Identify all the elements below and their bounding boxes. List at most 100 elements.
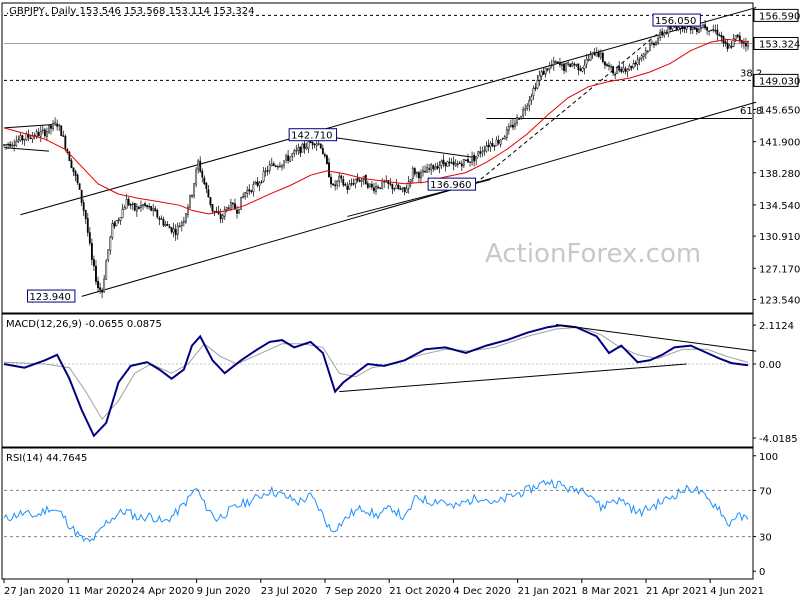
candle-body xyxy=(448,161,451,164)
candle-body xyxy=(524,108,527,111)
candle-body xyxy=(54,122,57,125)
candle-body xyxy=(612,66,615,74)
candle-body xyxy=(601,52,604,62)
candle-body xyxy=(99,287,101,290)
candle-body xyxy=(628,65,631,70)
candle-body xyxy=(745,42,747,47)
candle-body xyxy=(19,135,22,141)
candle-body xyxy=(344,183,347,186)
candle-body xyxy=(377,186,379,189)
candle-body xyxy=(274,165,277,167)
price-annotation-label: 136.960 xyxy=(430,180,471,191)
candle-body xyxy=(483,150,486,152)
macd-macd-resistance xyxy=(555,323,757,352)
candle-body xyxy=(330,176,332,185)
candle-body xyxy=(227,207,230,209)
candle-body xyxy=(403,186,406,192)
candle-body xyxy=(634,62,637,65)
candle-body xyxy=(236,209,238,214)
candle-body xyxy=(185,213,187,223)
candle-body xyxy=(283,160,285,166)
price-tag-box xyxy=(753,8,799,22)
price-y-label: 134.540 xyxy=(759,201,800,212)
candle-body xyxy=(142,204,144,207)
x-tick-label: 4 Dec 2020 xyxy=(453,586,511,597)
candle-body xyxy=(346,185,349,190)
rsi-line xyxy=(3,478,749,543)
candle-body xyxy=(213,210,216,213)
candle-body xyxy=(489,143,492,148)
candle-body xyxy=(659,31,662,38)
candle-body xyxy=(56,123,59,127)
candle-body xyxy=(485,145,488,152)
candle-body xyxy=(121,208,124,218)
candle-body xyxy=(238,208,240,214)
candle-body xyxy=(530,96,533,101)
candle-body xyxy=(31,135,34,140)
candle-body xyxy=(84,210,87,220)
price-annotation-box xyxy=(288,128,338,142)
price-annotation-box xyxy=(652,13,701,27)
candle-body xyxy=(565,63,567,72)
candle-body xyxy=(589,54,592,61)
candle-body xyxy=(450,162,453,164)
candle-body xyxy=(373,187,375,192)
candle-body xyxy=(368,183,371,187)
price-annotation-box xyxy=(427,177,477,191)
candle-body xyxy=(444,162,447,167)
candle-body xyxy=(303,143,306,149)
macd-panel-frame xyxy=(1,313,754,448)
candle-body xyxy=(481,151,484,154)
candle-body xyxy=(246,190,249,194)
candle-body xyxy=(653,42,655,46)
price-panel: ActionForex.com 142.710 123.940 136.960 156… xyxy=(1,2,800,314)
candle-body xyxy=(201,170,204,178)
candle-body xyxy=(375,186,377,192)
candle-body xyxy=(389,183,392,185)
candle-body xyxy=(587,59,590,61)
candle-body xyxy=(127,198,130,206)
candle-body xyxy=(518,117,520,120)
candle-body xyxy=(522,109,525,117)
candle-body xyxy=(242,195,245,198)
candle-body xyxy=(732,38,735,47)
candle-body xyxy=(422,170,424,173)
candle-body xyxy=(158,217,161,220)
candle-body xyxy=(569,63,572,68)
candle-body xyxy=(266,170,269,172)
candle-body xyxy=(60,125,63,137)
candle-body xyxy=(82,202,85,211)
candle-body xyxy=(117,219,120,222)
candle-body xyxy=(626,69,629,72)
candle-body xyxy=(432,165,435,169)
candle-body xyxy=(567,62,570,65)
candle-body xyxy=(340,175,343,179)
price-y-label: 127.170 xyxy=(759,264,800,275)
candle-body xyxy=(405,188,408,193)
candle-body xyxy=(268,164,271,171)
trendline-channel-upper xyxy=(20,7,757,216)
sma-line xyxy=(3,38,749,215)
candle-body xyxy=(362,175,365,180)
candle-body xyxy=(401,187,404,189)
candle-body xyxy=(579,68,582,71)
price-y-label: 153.324 xyxy=(759,39,800,50)
candle-body xyxy=(430,164,433,170)
candle-body xyxy=(616,67,619,75)
fib-label: 38.2 xyxy=(740,68,762,79)
candle-body xyxy=(716,29,719,36)
candle-body xyxy=(499,139,502,145)
candle-body xyxy=(305,147,308,150)
candle-body xyxy=(254,181,257,184)
candle-body xyxy=(399,188,402,190)
candle-body xyxy=(123,207,126,210)
candle-body xyxy=(371,184,373,188)
candle-body xyxy=(479,151,482,154)
candle-body xyxy=(724,41,727,44)
candle-body xyxy=(491,143,494,147)
price-y-label: 156.590 xyxy=(759,11,800,22)
candle-body xyxy=(642,53,645,57)
candle-body xyxy=(534,87,537,89)
candle-body xyxy=(80,189,83,203)
